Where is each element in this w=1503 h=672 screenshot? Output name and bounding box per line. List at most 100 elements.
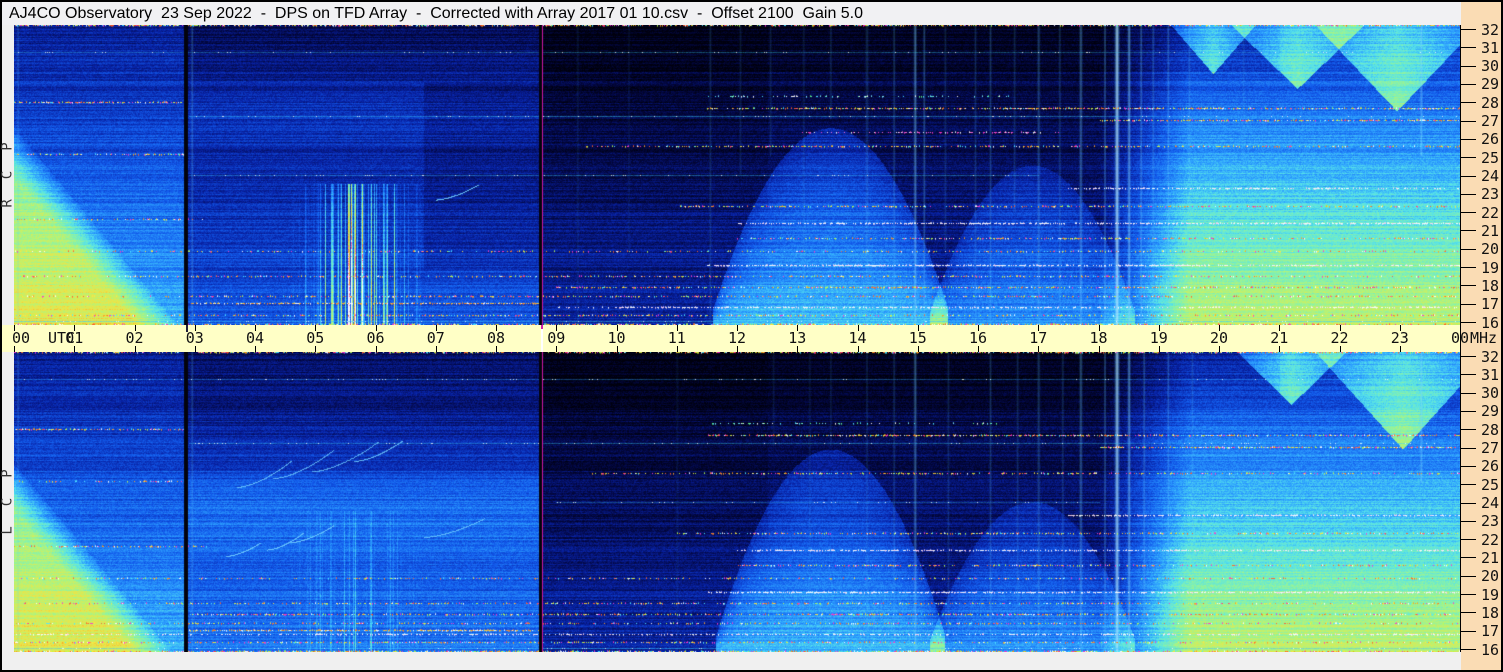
segment-gap-mark: [541, 325, 544, 352]
frequency-tick-label: 24: [1481, 167, 1500, 185]
frequency-tick: [1461, 447, 1476, 449]
hour-label: 22: [1330, 329, 1349, 347]
frequency-tick: [1461, 230, 1476, 232]
frequency-tick: [1461, 248, 1476, 250]
hour-label: 12: [727, 329, 747, 347]
hour-tick: [1339, 325, 1341, 331]
bottom-margin: [2, 652, 1461, 670]
hour-label: 21: [1270, 329, 1289, 347]
hour-tick: [737, 346, 738, 352]
frequency-tick-label: 21: [1481, 221, 1500, 240]
frequency-tick: [1461, 575, 1476, 577]
frequency-tick-label: 17: [1481, 622, 1500, 641]
frequency-tick: [1461, 157, 1476, 159]
frequency-tick-label: 29: [1481, 402, 1500, 421]
hour-label: 15: [908, 329, 927, 347]
hour-label: 05: [306, 329, 325, 347]
frequency-tick: [1461, 303, 1476, 305]
rcp-panel-label: RCP: [0, 25, 16, 325]
hour-tick: [616, 325, 618, 331]
frequency-tick: [1461, 212, 1476, 214]
frequency-tick: [1461, 374, 1476, 376]
hour-label: 09: [547, 329, 566, 347]
hour-label: 00: [12, 329, 31, 347]
frequency-tick: [1461, 392, 1476, 394]
frequency-tick-label: 21: [1481, 548, 1500, 567]
hour-tick: [797, 346, 799, 352]
frequency-tick-label: 18: [1481, 603, 1500, 622]
hour-label: 19: [1149, 329, 1168, 347]
hour-label: 14: [848, 329, 867, 347]
hour-label: 10: [607, 329, 626, 347]
frequency-tick-label: 18: [1481, 276, 1500, 295]
frequency-tick: [1461, 120, 1476, 122]
frequency-tick: [1461, 612, 1476, 614]
hour-label: 06: [366, 329, 385, 347]
hour-tick: [134, 346, 136, 352]
hour-label: 16: [968, 329, 988, 347]
hour-tick: [194, 346, 196, 352]
frequency-tick-label: 19: [1481, 258, 1500, 277]
hour-tick: [1038, 346, 1040, 352]
hour-label: 20: [1209, 329, 1229, 347]
frequency-tick-label: 26: [1481, 457, 1500, 476]
frequency-tick: [1461, 65, 1476, 67]
rcp-spectrogram: [14, 25, 1460, 325]
window-title: AJ4CO Observatory 23 Sep 2022 - DPS on T…: [9, 5, 864, 22]
frequency-tick-label: 19: [1481, 585, 1500, 604]
frequency-tick: [1461, 138, 1476, 140]
hour-label: 23: [1390, 329, 1409, 347]
hour-tick: [917, 346, 919, 352]
frequency-tick: [1461, 520, 1476, 522]
frequency-axis-line: [1460, 25, 1461, 652]
hour-tick: [14, 325, 15, 331]
hour-tick: [134, 325, 136, 331]
frequency-tick: [1461, 322, 1476, 323]
hour-tick: [1219, 346, 1220, 352]
frequency-tick: [1461, 193, 1476, 195]
hour-tick: [74, 346, 76, 352]
mhz-unit-label: MHz: [1470, 329, 1498, 347]
frequency-tick: [1461, 465, 1476, 467]
frequency-tick: [1461, 539, 1476, 541]
hour-label: 02: [125, 329, 144, 347]
hour-tick: [1279, 325, 1281, 331]
hour-tick: [315, 346, 317, 352]
hour-label: 11: [667, 329, 686, 347]
frequency-tick: [1461, 29, 1476, 30]
frequency-tick: [1461, 102, 1476, 104]
hour-tick: [1158, 325, 1160, 331]
hour-tick: [375, 346, 377, 352]
lcp-spectrogram: [14, 352, 1460, 652]
frequency-tick: [1461, 429, 1476, 431]
frequency-tick-label: 16: [1481, 640, 1500, 659]
frequency-tick-label: 22: [1481, 530, 1500, 549]
frequency-tick-label: 28: [1481, 93, 1500, 112]
frequency-tick-label: 23: [1481, 512, 1500, 531]
hour-tick: [1279, 346, 1281, 352]
frequency-tick: [1461, 285, 1476, 287]
hour-tick: [1399, 325, 1401, 331]
frequency-tick-label: 28: [1481, 420, 1500, 439]
frequency-tick: [1461, 649, 1476, 650]
frequency-tick: [1461, 83, 1476, 85]
hour-tick: [496, 325, 497, 331]
hour-label: 08: [486, 329, 506, 347]
hour-tick: [1399, 346, 1401, 352]
hour-tick: [676, 325, 678, 331]
frequency-tick-label: 26: [1481, 130, 1500, 149]
segment-gap-mark: [185, 325, 188, 332]
hour-tick: [1038, 325, 1040, 331]
hour-tick: [255, 325, 256, 331]
frequency-tick: [1461, 410, 1476, 412]
time-axis: 00 UTC 01 02 03 04 05 06 07 08 09 10 11 12 13 14 15 16 17 1…: [2, 325, 1469, 352]
hour-label: 18: [1089, 329, 1108, 347]
hour-tick: [556, 346, 558, 352]
frequency-tick-label: 20: [1481, 567, 1500, 586]
frequency-tick-label: 25: [1481, 475, 1500, 494]
frequency-tick: [1461, 47, 1476, 49]
hour-tick: [616, 346, 618, 352]
hour-tick: [375, 325, 377, 331]
frequency-tick-label: 23: [1481, 185, 1500, 204]
